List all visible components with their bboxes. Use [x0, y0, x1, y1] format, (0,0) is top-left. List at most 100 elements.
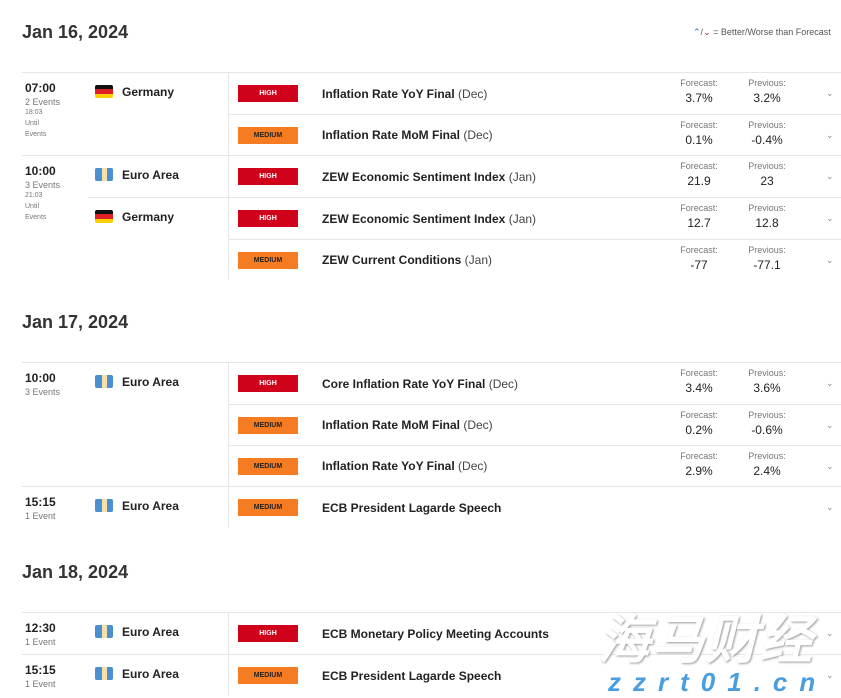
country-groups: Euro Area MEDIUM ECB President Lagarde Spe… — [88, 655, 841, 696]
day-section: Jan 18, 2024 12:30 1 Event Euro Area HIGH ECB… — [22, 562, 841, 696]
chevron-down-icon[interactable]: ⌄ — [826, 171, 834, 181]
previous-value: 3.6% — [753, 381, 781, 395]
event-row[interactable]: HIGH ECB Monetary Policy Meeting Accounts… — [229, 613, 841, 654]
event-name: ECB President Lagarde Speech — [322, 668, 502, 683]
country-group: Euro Area MEDIUM ECB President Lagarde Spe… — [88, 655, 841, 696]
event-row[interactable]: MEDIUM Inflation Rate MoM Final (Dec) Fore… — [229, 114, 841, 155]
country-name: Germany — [122, 85, 175, 99]
event-list: HIGH ECB Monetary Policy Meeting Accounts… — [229, 613, 841, 654]
event-title[interactable]: Inflation Rate YoY Final (Dec) — [322, 459, 652, 473]
forecast-label: Forecast: — [680, 161, 718, 171]
chevron-down-icon[interactable]: ⌄ — [826, 502, 834, 512]
events-table: 07:00 2 Events 18:03 Until Events Germany HIGH… — [22, 72, 841, 280]
forecast: Forecast: 3.7% — [669, 78, 729, 105]
forecast: Forecast: 12.7 — [669, 203, 729, 230]
date-heading: Jan 17, 2024 — [22, 312, 129, 332]
event-title[interactable]: Inflation Rate MoM Final (Dec) — [322, 128, 652, 142]
chevron-down-icon[interactable]: ⌄ — [826, 628, 834, 638]
event-count[interactable]: 1 Event — [25, 511, 56, 521]
event-title[interactable]: ZEW Economic Sentiment Index (Jan) — [322, 212, 652, 226]
chevron-down-icon[interactable]: ⌄ — [826, 129, 834, 140]
impact-badge: HIGH — [238, 85, 298, 102]
event-row[interactable]: MEDIUM ZEW Current Conditions (Jan) Foreca… — [229, 239, 841, 280]
event-list: HIGH ZEW Economic Sentiment Index (Jan) Fo… — [229, 198, 841, 280]
chevron-down-icon[interactable]: ⌄ — [826, 378, 834, 388]
event-list: HIGH ZEW Economic Sentiment Index (Jan) Fo… — [229, 156, 841, 197]
previous-value: -77.1 — [753, 257, 781, 272]
event-title[interactable]: ECB President Lagarde Speech — [322, 669, 652, 683]
event-period: (Jan) — [508, 169, 537, 184]
event-time: 12:30 — [25, 621, 56, 635]
previous-label: Previous: — [748, 78, 786, 88]
event-title[interactable]: Core Inflation Rate YoY Final (Dec) — [322, 377, 652, 391]
previous-label: Previous: — [748, 409, 786, 420]
event-title[interactable]: ZEW Current Conditions (Jan) — [322, 253, 652, 267]
time-cell: 10:00 3 Events 21:03 Until Events — [22, 156, 88, 280]
impact-badge: HIGH — [238, 375, 298, 392]
euro-area-flag-icon — [95, 625, 113, 638]
time-cell: 07:00 2 Events 18:03 Until Events — [22, 73, 88, 155]
time-cell: 10:00 3 Events — [22, 363, 88, 486]
event-title[interactable]: Inflation Rate MoM Final (Dec) — [322, 418, 652, 432]
country-name: Euro Area — [122, 375, 179, 389]
event-period: (Jan) — [464, 253, 493, 267]
event-title[interactable]: ZEW Economic Sentiment Index (Jan) — [322, 170, 652, 184]
event-row[interactable]: HIGH ZEW Economic Sentiment Index (Jan) Fo… — [229, 198, 841, 239]
previous: Previous: -77.1 — [737, 245, 797, 272]
impact-badge: HIGH — [238, 625, 298, 642]
event-row[interactable]: MEDIUM Inflation Rate MoM Final (Dec) Fore… — [229, 404, 841, 445]
event-title[interactable]: ECB Monetary Policy Meeting Accounts — [322, 627, 652, 641]
day-section: Jan 17, 2024 10:00 3 Events Euro Area HIGH Co… — [22, 312, 841, 528]
forecast: Forecast: 0.1% — [669, 120, 729, 147]
previous-value: 23 — [760, 174, 774, 188]
time-cell: 12:30 1 Event — [22, 613, 88, 654]
forecast-label: Forecast: — [680, 203, 718, 213]
country-cell: Germany — [88, 73, 229, 155]
time-group: 10:00 3 Events Euro Area HIGH Core Inflation… — [22, 362, 841, 486]
forecast-label: Forecast: — [680, 244, 718, 255]
country-group: Germany HIGH Inflation Rate YoY Final (Dec… — [88, 73, 841, 155]
event-count[interactable]: 3 Events — [25, 180, 61, 190]
event-count[interactable]: 1 Event — [25, 637, 56, 647]
event-count[interactable]: 3 Events — [25, 387, 61, 397]
event-name: Inflation Rate YoY Final — [322, 86, 455, 101]
previous: Previous: 23 — [737, 161, 797, 188]
impact-badge: MEDIUM — [238, 457, 298, 475]
event-title[interactable]: Inflation Rate YoY Final (Dec) — [322, 87, 652, 101]
previous: Previous: 12.8 — [737, 203, 797, 230]
chevron-down-icon[interactable]: ⌄ — [826, 88, 834, 98]
event-period: (Dec) — [458, 459, 488, 473]
chevron-down-icon[interactable]: ⌄ — [826, 254, 834, 265]
euro-area-flag-icon — [95, 499, 113, 512]
previous: Previous: 3.2% — [737, 78, 797, 105]
chevron-down-icon[interactable]: ⌄ — [826, 213, 834, 223]
forecast-value: 21.9 — [687, 174, 711, 188]
country-group: Euro Area HIGH Core Inflation Rate YoY Fin… — [88, 363, 841, 486]
event-row[interactable]: HIGH Inflation Rate YoY Final (Dec) Foreca… — [229, 73, 841, 114]
event-row[interactable]: MEDIUM ECB President Lagarde Speech ⌄ — [229, 487, 841, 528]
day-section: Jan 16, 2024 07:00 2 Events 18:03 Until Event… — [22, 22, 841, 280]
previous-label: Previous: — [748, 161, 786, 171]
event-count[interactable]: 2 Events — [25, 97, 61, 107]
time-group: 10:00 3 Events 21:03 Until Events Euro Area HI… — [22, 155, 841, 280]
until-text: Until — [25, 120, 40, 127]
forecast: Forecast: -77 — [669, 245, 729, 272]
country-groups: Euro Area HIGH ECB Monetary Policy Meeting… — [88, 613, 841, 654]
forecast-value: 0.1% — [685, 132, 713, 147]
event-count[interactable]: 1 Event — [25, 679, 56, 689]
event-row[interactable]: MEDIUM ECB President Lagarde Speech ⌄ — [229, 655, 841, 696]
forecast: Forecast: 3.4% — [669, 368, 729, 395]
time-group: 12:30 1 Event Euro Area HIGH ECB Monetary Po… — [22, 612, 841, 654]
chevron-down-icon[interactable]: ⌄ — [826, 419, 834, 430]
chevron-down-icon[interactable]: ⌄ — [826, 460, 834, 471]
arrow-up-icon: ⌃ — [693, 27, 701, 37]
event-title[interactable]: ECB President Lagarde Speech — [322, 501, 652, 515]
event-name: Core Inflation Rate YoY Final — [322, 376, 486, 391]
event-row[interactable]: HIGH Core Inflation Rate YoY Final (Dec) F… — [229, 363, 841, 404]
event-list: HIGH Core Inflation Rate YoY Final (Dec) F… — [229, 363, 841, 486]
event-name: ECB Monetary Policy Meeting Accounts — [322, 626, 549, 641]
event-row[interactable]: HIGH ZEW Economic Sentiment Index (Jan) Fo… — [229, 156, 841, 197]
chevron-down-icon[interactable]: ⌄ — [826, 670, 834, 680]
event-row[interactable]: MEDIUM Inflation Rate YoY Final (Dec) Fore… — [229, 445, 841, 486]
time-group: 15:15 1 Event Euro Area MEDIUM ECB President… — [22, 654, 841, 696]
